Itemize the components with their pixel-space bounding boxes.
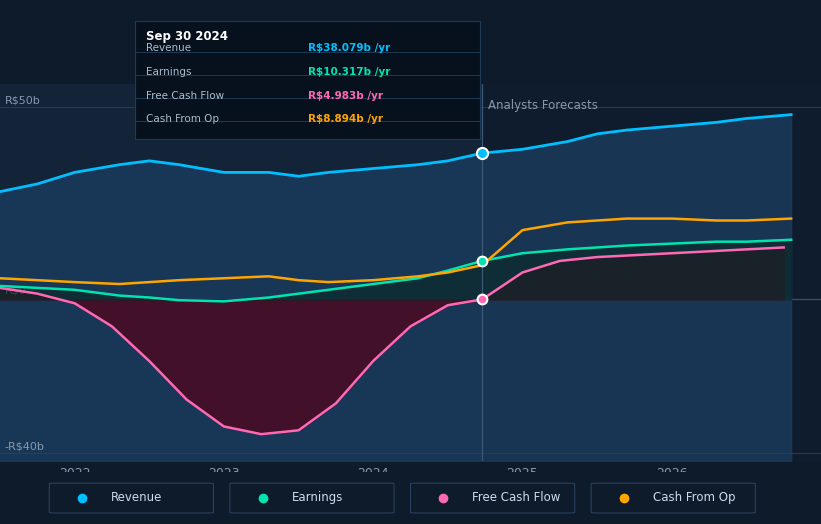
Text: Earnings: Earnings: [146, 67, 191, 77]
Text: Free Cash Flow: Free Cash Flow: [472, 492, 561, 504]
FancyBboxPatch shape: [49, 483, 213, 513]
Text: R$38.079b /yr: R$38.079b /yr: [308, 43, 390, 53]
Text: Sep 30 2024: Sep 30 2024: [146, 30, 227, 43]
Text: R$50b: R$50b: [4, 95, 40, 105]
Text: Earnings: Earnings: [291, 492, 343, 504]
FancyBboxPatch shape: [410, 483, 575, 513]
FancyBboxPatch shape: [591, 483, 755, 513]
Bar: [0, 84, 482, 461]
Text: -R$40b: -R$40b: [4, 442, 44, 452]
Text: Free Cash Flow: Free Cash Flow: [146, 91, 224, 101]
Text: Revenue: Revenue: [146, 43, 191, 53]
Text: Analysts Forecasts: Analysts Forecasts: [488, 99, 598, 112]
Text: R$0: R$0: [4, 286, 26, 296]
FancyBboxPatch shape: [230, 483, 394, 513]
Text: Cash From Op: Cash From Op: [146, 114, 219, 124]
Text: Cash From Op: Cash From Op: [653, 492, 735, 504]
Text: R$8.894b /yr: R$8.894b /yr: [308, 114, 383, 124]
Text: Revenue: Revenue: [111, 492, 163, 504]
Text: R$10.317b /yr: R$10.317b /yr: [308, 67, 390, 77]
Text: Past: Past: [447, 99, 476, 112]
Text: R$4.983b /yr: R$4.983b /yr: [308, 91, 383, 101]
Bar: [482, 84, 821, 461]
